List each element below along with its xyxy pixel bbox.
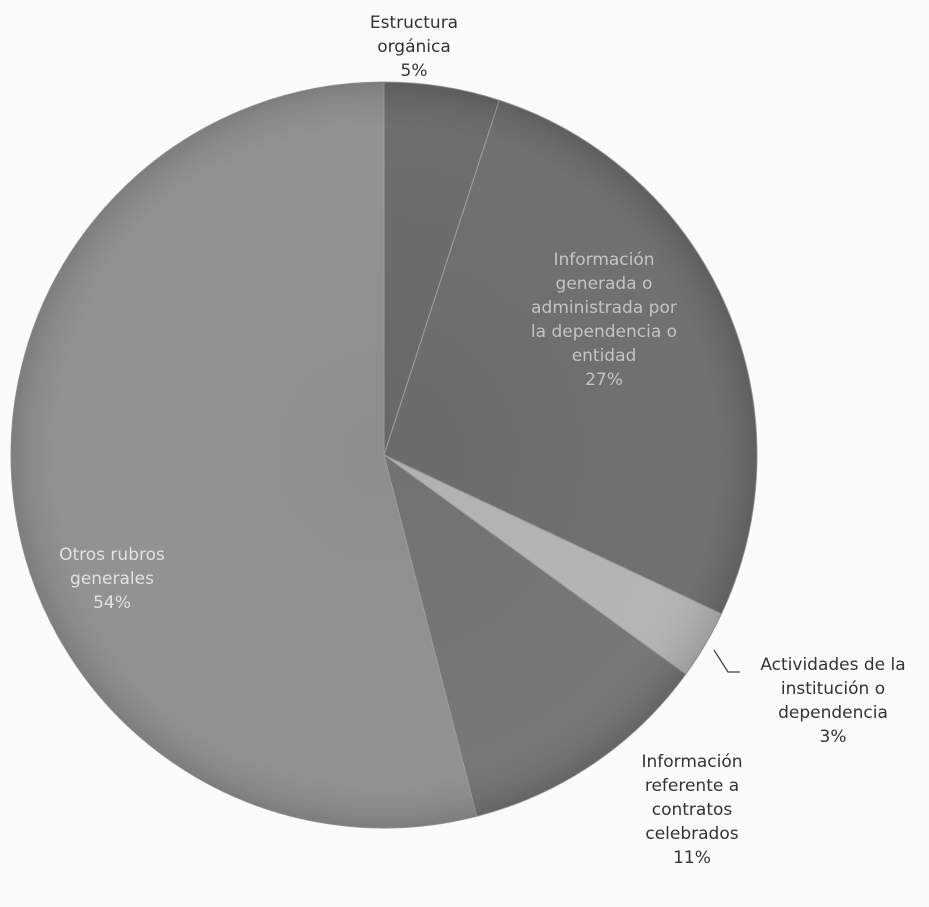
slice-label-line: referente a <box>645 776 739 796</box>
slice-label-line: administrada por <box>531 298 677 318</box>
slice-percent: 3% <box>820 727 847 747</box>
slice-label-actividades-de-la-institucion-o-dependencia: Actividades de la institución o dependenci… <box>760 655 905 747</box>
slice-label-line: entidad <box>572 346 637 366</box>
slice-label-line: dependencia <box>778 703 888 723</box>
slice-label-informacion-referente-a-contratos-celebrados: Información referente a contratos celebrado… <box>641 752 742 868</box>
slice-label-line: generales <box>70 569 154 589</box>
slice-label-line: la dependencia o <box>531 322 677 342</box>
slice-label-line: contratos <box>652 800 733 820</box>
slice-label-line: celebrados <box>645 824 738 844</box>
slice-percent: 11% <box>673 848 711 868</box>
slice-label-otros-rubros-generales: Otros rubros generales 54% <box>59 545 165 613</box>
leader-lines <box>713 649 740 673</box>
slice-label-line: Información <box>553 250 654 270</box>
slice-label-line: generada o <box>556 274 653 294</box>
slice-percent: 5% <box>401 61 428 81</box>
slice-label-estructura-organica: Estructura orgánica 5% <box>370 13 458 81</box>
pie-slices <box>10 81 758 829</box>
slice-label-line: Estructura <box>370 13 458 33</box>
slice-label-line: orgánica <box>377 37 451 57</box>
slice-labels: Estructura orgánica 5% Información generada … <box>59 13 906 868</box>
slice-percent: 54% <box>93 593 131 613</box>
slice-label-line: Actividades de la <box>760 655 905 675</box>
slice-percent: 27% <box>585 370 623 390</box>
slice-label-line: Información <box>641 752 742 772</box>
leader-line <box>713 649 740 673</box>
slice-label-informacion-generada-o-administrada-por-la-dependencia-o-entidad: Información generada o administrada por la … <box>531 250 677 390</box>
slice-label-line: Otros rubros <box>59 545 165 565</box>
slice-label-line: institución o <box>781 679 885 699</box>
